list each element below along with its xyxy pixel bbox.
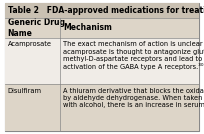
Text: Disulfiram: Disulfiram: [8, 88, 42, 94]
Text: Generic Drug
Name: Generic Drug Name: [8, 18, 64, 38]
Bar: [5, 38, 199, 84]
Text: The exact mechanism of action is unclear but
acamprosate is thought to antagoniz: The exact mechanism of action is unclear…: [63, 42, 204, 70]
Text: Acamprosate: Acamprosate: [8, 42, 52, 47]
Text: Table 2   FDA-approved medications for treating adults with: Table 2 FDA-approved medications for tre…: [8, 6, 204, 15]
Bar: [5, 84, 199, 131]
Bar: [5, 18, 199, 38]
Bar: [5, 3, 199, 18]
Text: Mechanism: Mechanism: [63, 23, 112, 32]
Text: A thiuram derivative that blocks the oxidation of a
by aldehyde dehydrogenase. W: A thiuram derivative that blocks the oxi…: [63, 88, 204, 108]
